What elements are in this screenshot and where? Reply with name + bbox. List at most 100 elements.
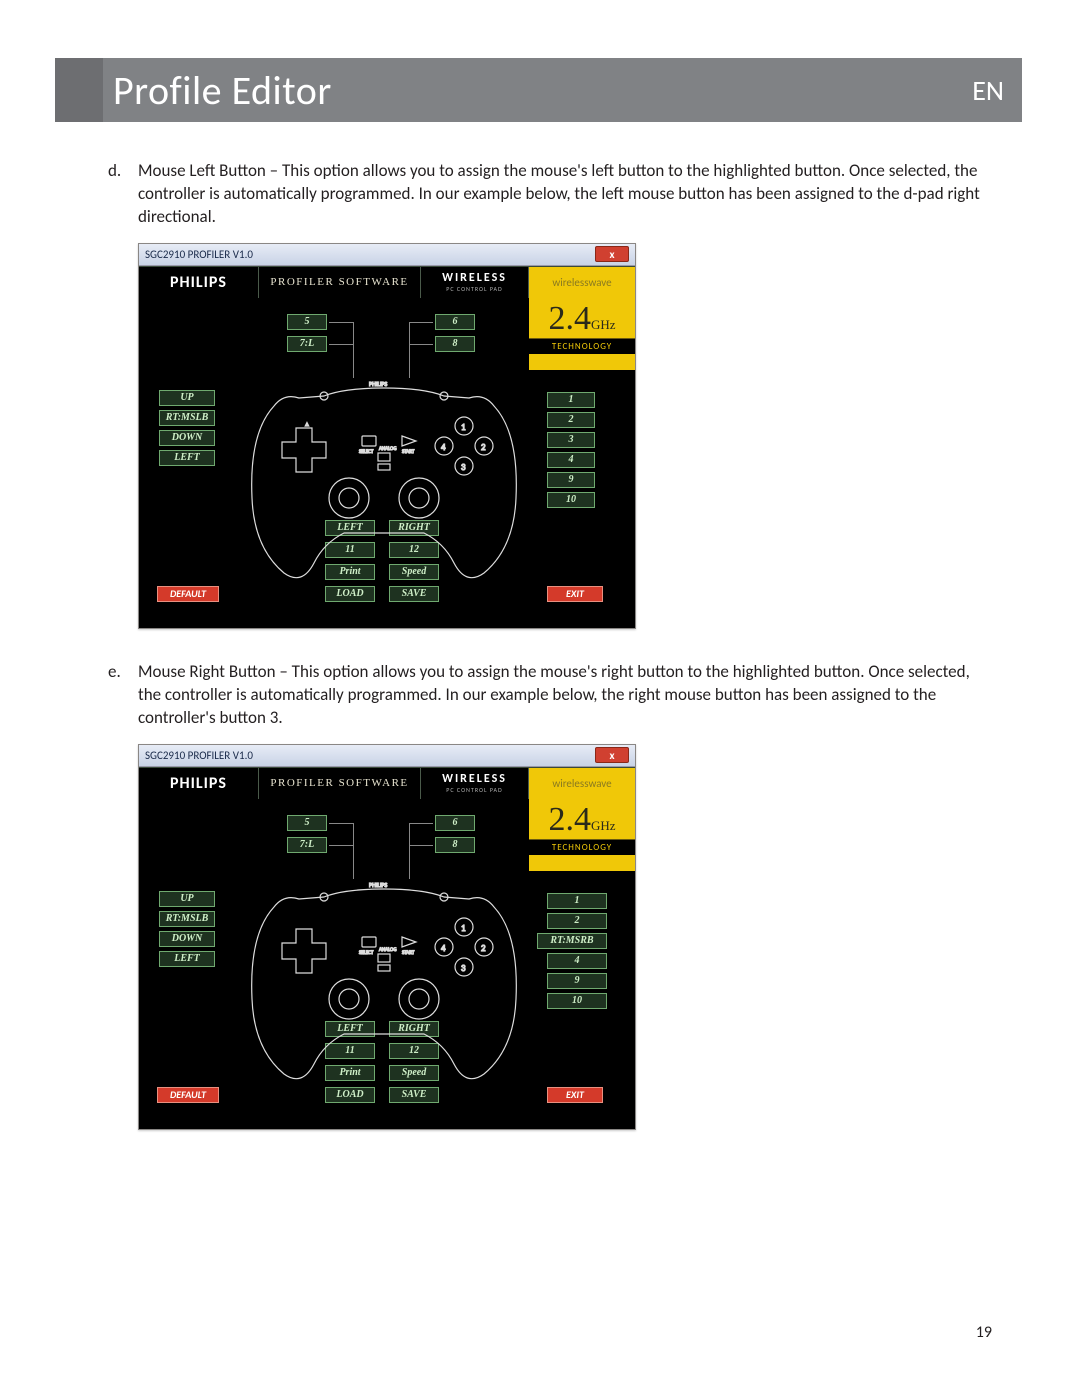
connector-line [409,344,433,345]
ghz-tech: TECHNOLOGY [529,338,635,354]
svg-text:ANALOG: ANALOG [379,947,396,953]
wirelesswave-label: wirelesswave [529,267,635,298]
controller-diagram: ▲ 1 2 3 4 SELECT [244,378,524,588]
brand-row: PHILIPS PROFILER SOFTWARE WIRELESS PC CO… [139,767,635,799]
svg-text:START: START [402,950,415,956]
btn-load[interactable]: LOAD [325,1087,375,1103]
btn-face-2[interactable]: 2 [547,913,607,929]
wireless-line2: PC CONTROL PAD [446,285,502,293]
close-icon: x [609,749,614,762]
btn-l1[interactable]: 5 [287,815,327,831]
profiler-screenshot-2: SGC2910 PROFILER V1.0 x PHILIPS PROFILER… [138,744,636,1130]
ghz-badge: 2.4GHz TECHNOLOGY [529,799,635,871]
connector-line [409,845,433,846]
btn-save[interactable]: SAVE [389,1087,439,1103]
btn-9[interactable]: 9 [547,472,595,488]
btn-save[interactable]: SAVE [389,586,439,602]
btn-r1[interactable]: 6 [435,314,475,330]
header-accent-block [55,58,103,122]
brand-row: PHILIPS PROFILER SOFTWARE WIRELESS PC CO… [139,266,635,298]
btn-default[interactable]: DEFAULT [157,1087,219,1103]
btn-r2[interactable]: 8 [435,837,475,853]
ghz-value: 2.4 [548,300,591,337]
connector-line [409,823,410,879]
app-body: 2.4GHz TECHNOLOGY 5 7:L 6 8 UP RT:MSLB D… [139,799,635,1129]
page-content: d. Mouse Left Button – This option allow… [108,160,980,1162]
connector-line [409,322,433,323]
page-number: 19 [976,1323,992,1342]
btn-l2[interactable]: 7:L [287,336,327,352]
language-tag: EN [954,58,1022,122]
svg-text:1: 1 [461,923,466,934]
btn-load[interactable]: LOAD [325,586,375,602]
close-button[interactable]: x [595,747,629,763]
btn-face-4[interactable]: 4 [547,452,595,468]
close-icon: x [609,248,614,261]
face-2-label: 2 [481,442,486,453]
svg-text:SELECT: SELECT [359,449,374,455]
connector-line [329,344,353,345]
btn-face-2[interactable]: 2 [547,412,595,428]
btn-dpad-right[interactable]: RT:MSLB [159,410,215,426]
btn-exit[interactable]: EXIT [547,1087,603,1103]
face-3-label: 3 [461,462,466,473]
window-titlebar: SGC2910 PROFILER V1.0 x [139,244,635,266]
btn-r2[interactable]: 8 [435,336,475,352]
list-text: Mouse Right Button – This option allows … [138,661,980,730]
page-title: Profile Editor [113,66,332,115]
page-header: Profile Editor [55,58,1022,122]
face-4-label: 4 [441,442,446,453]
ghz-unit: GHz [591,818,616,833]
window-titlebar: SGC2910 PROFILER V1.0 x [139,745,635,767]
btn-9[interactable]: 9 [547,973,607,989]
connector-line [329,823,353,824]
svg-text:3: 3 [461,963,466,974]
ghz-tech: TECHNOLOGY [529,839,635,855]
btn-l2[interactable]: 7:L [287,837,327,853]
btn-dpad-up[interactable]: UP [159,390,215,406]
btn-dpad-left[interactable]: LEFT [159,450,215,466]
btn-face-4[interactable]: 4 [547,953,607,969]
window-title: SGC2910 PROFILER V1.0 [145,248,253,261]
list-item-e: e. Mouse Right Button – This option allo… [108,661,980,730]
btn-dpad-right[interactable]: RT:MSLB [159,911,215,927]
wireless-label: WIRELESS PC CONTROL PAD [421,768,529,799]
btn-dpad-up[interactable]: UP [159,891,215,907]
list-item-d: d. Mouse Left Button – This option allow… [108,160,980,229]
software-label: PROFILER SOFTWARE [259,267,421,298]
connector-line [329,845,353,846]
software-label: PROFILER SOFTWARE [259,768,421,799]
list-marker: e. [108,661,138,730]
btn-dpad-down[interactable]: DOWN [159,931,215,947]
btn-10[interactable]: 10 [547,492,595,508]
connector-line [353,322,354,378]
btn-face-1[interactable]: 1 [547,893,607,909]
wireless-label: WIRELESS PC CONTROL PAD [421,267,529,298]
btn-face-1[interactable]: 1 [547,392,595,408]
btn-exit[interactable]: EXIT [547,586,603,602]
ghz-unit: GHz [591,317,616,332]
btn-default[interactable]: DEFAULT [157,586,219,602]
btn-face-3-msrb[interactable]: RT:MSRB [537,933,607,949]
controller-diagram: 1 2 3 4 SELECT ANALOG START PHILIPS [244,879,524,1089]
btn-10[interactable]: 10 [547,993,607,1009]
connector-line [409,322,410,378]
app-body: 2.4GHz TECHNOLOGY 5 7:L 6 8 UP RT:MSLB D… [139,298,635,628]
ghz-value: 2.4 [548,801,591,838]
close-button[interactable]: x [595,246,629,262]
window-title: SGC2910 PROFILER V1.0 [145,749,253,762]
svg-text:▲: ▲ [304,420,310,428]
philips-logo: PHILIPS [139,267,259,298]
wireless-line1: WIRELESS [442,772,507,786]
btn-dpad-down[interactable]: DOWN [159,430,215,446]
btn-l1[interactable]: 5 [287,314,327,330]
btn-r1[interactable]: 6 [435,815,475,831]
list-marker: d. [108,160,138,229]
svg-text:ANALOG: ANALOG [379,446,396,452]
svg-text:START: START [402,449,415,455]
btn-dpad-left[interactable]: LEFT [159,951,215,967]
btn-face-3[interactable]: 3 [547,432,595,448]
wirelesswave-label: wirelesswave [529,768,635,799]
philips-logo: PHILIPS [139,768,259,799]
connector-line [329,322,353,323]
